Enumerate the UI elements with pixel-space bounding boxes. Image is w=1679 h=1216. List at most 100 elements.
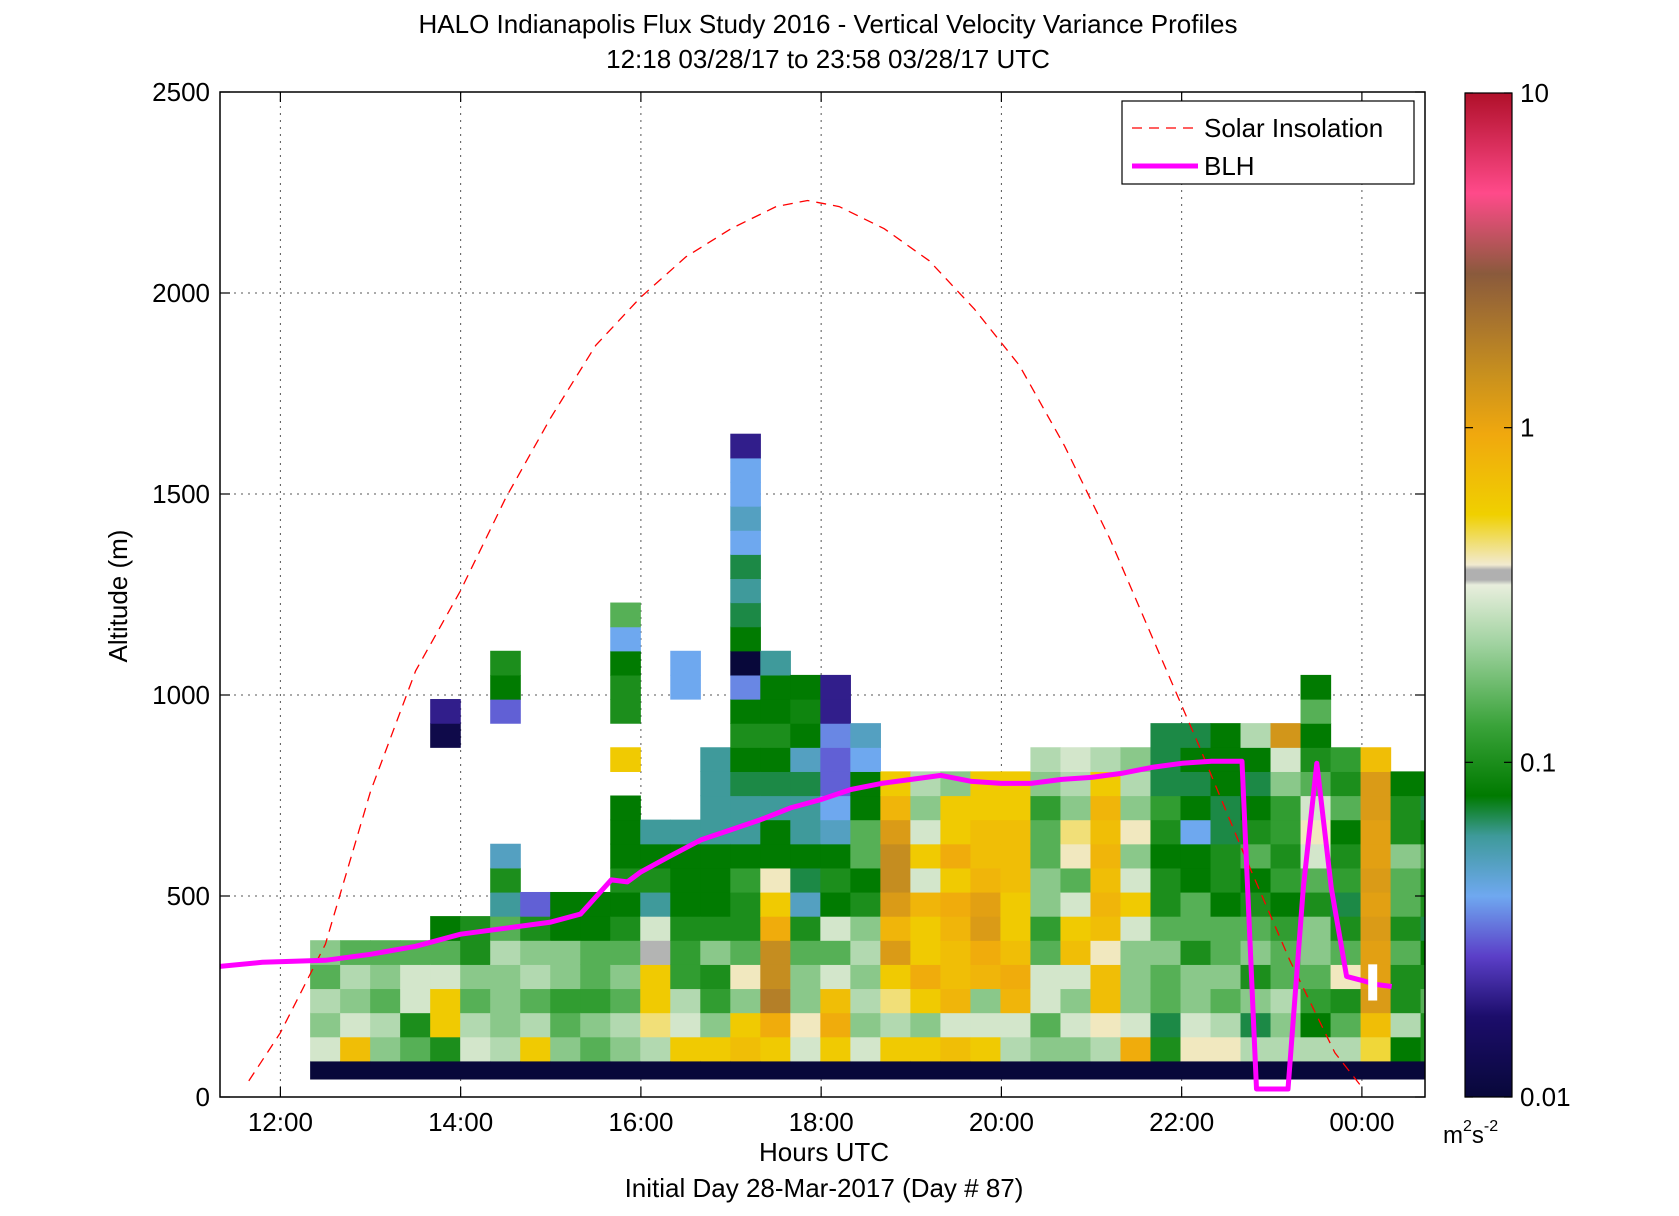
heatmap-cell bbox=[1360, 940, 1392, 965]
heatmap-cell bbox=[1390, 867, 1422, 893]
heatmap-cell bbox=[580, 1060, 611, 1080]
heatmap-cell bbox=[1210, 867, 1242, 893]
heatmap-cell bbox=[580, 964, 611, 990]
heatmap-cell bbox=[490, 1060, 521, 1080]
heatmap-cell bbox=[730, 506, 761, 531]
heatmap-cell bbox=[1300, 1060, 1332, 1080]
heatmap-cell bbox=[1000, 843, 1032, 869]
heatmap-cell bbox=[490, 1036, 521, 1062]
heatmap-cell bbox=[1090, 916, 1122, 941]
heatmap-cell bbox=[850, 843, 881, 869]
heatmap-cell bbox=[730, 1060, 761, 1080]
heatmap-cell bbox=[1210, 891, 1242, 917]
heatmap-cell bbox=[940, 916, 971, 941]
heatmap-cell bbox=[460, 1060, 491, 1080]
heatmap-cell bbox=[1511, 988, 1542, 1013]
heatmap-cell bbox=[970, 1012, 1002, 1038]
heatmap-cell bbox=[610, 1012, 641, 1038]
heatmap-cell bbox=[1330, 843, 1362, 869]
heatmap-cell bbox=[1180, 964, 1212, 990]
heatmap-cell bbox=[1270, 747, 1302, 772]
heatmap-cell bbox=[610, 988, 641, 1014]
heatmap-cell bbox=[790, 747, 821, 772]
heatmap-cell bbox=[610, 1036, 641, 1062]
heatmap-cell bbox=[730, 747, 761, 772]
x-tick-label: 22:00 bbox=[1149, 1107, 1214, 1137]
heatmap-cell bbox=[730, 554, 761, 580]
heatmap-cell bbox=[1420, 795, 1425, 821]
heatmap-cell bbox=[700, 1036, 731, 1062]
heatmap-cell bbox=[1180, 1012, 1212, 1038]
heatmap-cell bbox=[1240, 988, 1272, 1014]
heatmap-cell bbox=[820, 940, 851, 965]
heatmap-cell bbox=[610, 650, 641, 676]
y-tick-label: 500 bbox=[167, 881, 210, 911]
heatmap-cell bbox=[730, 578, 761, 604]
heatmap-cell bbox=[490, 891, 521, 917]
heatmap-cell bbox=[1090, 747, 1122, 772]
legend-label-solar: Solar Insolation bbox=[1204, 113, 1383, 143]
heatmap-cell bbox=[880, 964, 911, 990]
heatmap-cell bbox=[760, 699, 791, 724]
heatmap-cell bbox=[1180, 1060, 1212, 1080]
heatmap-cell bbox=[940, 795, 971, 821]
heatmap-cell bbox=[880, 819, 911, 845]
heatmap-cell bbox=[970, 916, 1002, 941]
heatmap-cell bbox=[820, 747, 851, 772]
heatmap-cell bbox=[760, 674, 791, 700]
heatmap-cell bbox=[700, 747, 731, 772]
heatmap-cell bbox=[520, 1036, 551, 1062]
y-tick-label: 0 bbox=[196, 1082, 210, 1112]
heatmap-cell bbox=[910, 988, 941, 1014]
heatmap-cell bbox=[1030, 843, 1062, 869]
heatmap-cell bbox=[1000, 891, 1032, 917]
heatmap-cell bbox=[1090, 988, 1122, 1014]
heatmap-cell bbox=[670, 1012, 701, 1038]
heatmap-cell bbox=[580, 988, 611, 1014]
heatmap-cell bbox=[1090, 891, 1122, 917]
heatmap-cell bbox=[1511, 723, 1542, 748]
heatmap-cell bbox=[760, 819, 791, 845]
heatmap-cell bbox=[1120, 988, 1152, 1014]
heatmap-cell bbox=[700, 843, 731, 869]
heatmap-cell bbox=[640, 940, 671, 965]
heatmap-cell bbox=[700, 1012, 731, 1038]
heatmap-cell bbox=[730, 699, 761, 724]
heatmap-cell bbox=[820, 1060, 851, 1080]
heatmap-cell bbox=[1360, 916, 1392, 941]
heatmap-cell bbox=[550, 940, 581, 965]
heatmap-cell bbox=[1390, 819, 1422, 845]
heatmap-cell bbox=[1150, 867, 1182, 893]
heatmap-cell bbox=[820, 867, 851, 893]
heatmap-cell bbox=[1511, 1013, 1542, 1038]
heatmap-cell bbox=[700, 964, 731, 990]
heatmap-cell bbox=[1060, 1036, 1092, 1062]
heatmap-cell bbox=[1180, 891, 1212, 917]
y-tick-label: 2000 bbox=[152, 278, 210, 308]
heatmap-cell bbox=[910, 891, 941, 917]
heatmap-cell bbox=[1060, 916, 1092, 941]
heatmap-cell bbox=[1120, 1012, 1152, 1038]
heatmap-cell bbox=[1390, 1060, 1422, 1080]
heatmap-cell bbox=[730, 940, 761, 965]
heatmap-cell bbox=[460, 1012, 491, 1038]
heatmap-cell bbox=[1240, 891, 1272, 917]
heatmap-cell bbox=[730, 988, 761, 1014]
heatmap-cell bbox=[1210, 1012, 1242, 1038]
heatmap-cell bbox=[460, 964, 491, 990]
heatmap-cell bbox=[400, 964, 431, 990]
heatmap-cell bbox=[1150, 988, 1182, 1014]
heatmap-cell bbox=[1420, 867, 1425, 893]
heatmap-cell bbox=[1120, 819, 1152, 845]
heatmap-cell bbox=[430, 723, 461, 748]
heatmap-cell bbox=[760, 964, 791, 990]
heatmap-cell bbox=[1360, 771, 1392, 797]
heatmap-cell bbox=[310, 1060, 341, 1080]
heatmap-cell bbox=[1000, 916, 1032, 941]
heatmap-cell bbox=[910, 1036, 941, 1062]
heatmap-cell bbox=[1210, 723, 1242, 748]
heatmap-cell bbox=[610, 940, 641, 965]
heatmap-cell bbox=[730, 867, 761, 893]
heatmap-cell bbox=[790, 867, 821, 893]
heatmap-cell bbox=[310, 964, 341, 990]
